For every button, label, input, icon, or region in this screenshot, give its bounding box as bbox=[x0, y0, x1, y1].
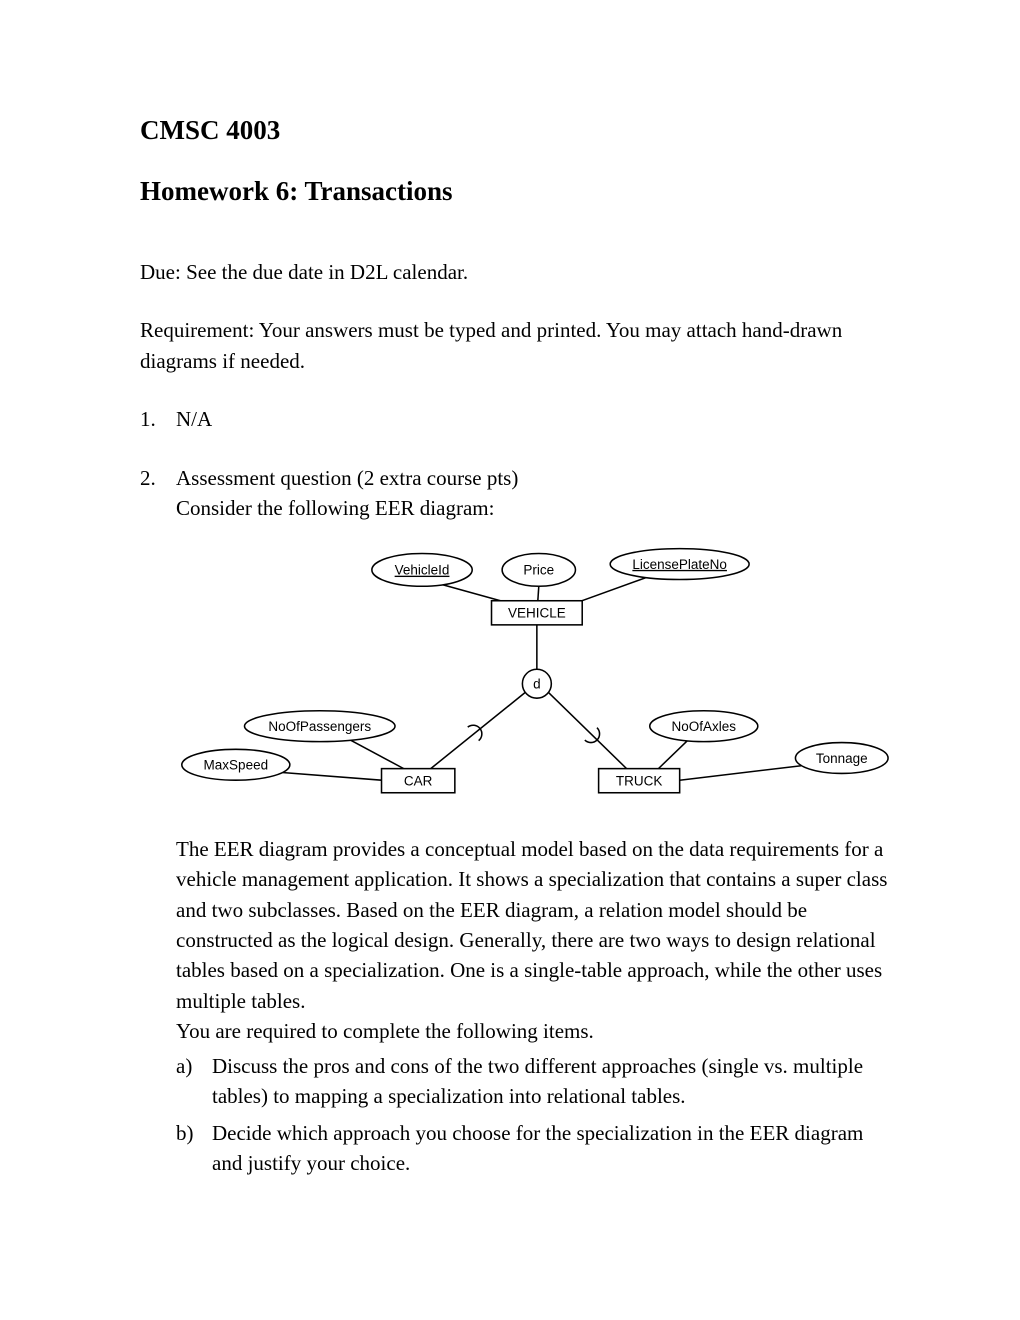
svg-text:VehicleId: VehicleId bbox=[395, 562, 450, 577]
due-line: Due: See the due date in D2L calendar. bbox=[140, 257, 890, 287]
q2-item-a: a) Discuss the pros and cons of the two … bbox=[176, 1051, 890, 1112]
svg-text:d: d bbox=[533, 676, 541, 691]
q2-lead: Assessment question (2 extra course pts) bbox=[176, 463, 890, 493]
q2-explain: The EER diagram provides a conceptual mo… bbox=[176, 834, 890, 1017]
svg-text:VEHICLE: VEHICLE bbox=[508, 605, 566, 620]
svg-text:Tonnage: Tonnage bbox=[816, 750, 868, 765]
q2-a-alpha: a) bbox=[176, 1051, 192, 1081]
homework-title: Homework 6: Transactions bbox=[140, 176, 890, 207]
q1-text: N/A bbox=[176, 407, 212, 431]
question-1: 1. N/A bbox=[140, 404, 890, 434]
svg-text:LicensePlateNo: LicensePlateNo bbox=[632, 557, 727, 572]
q2-number: 2. bbox=[140, 463, 156, 493]
q1-number: 1. bbox=[140, 404, 156, 434]
svg-text:TRUCK: TRUCK bbox=[616, 773, 663, 788]
requirement-line: Requirement: Your answers must be typed … bbox=[140, 315, 890, 376]
q2-instruct: You are required to complete the followi… bbox=[176, 1016, 890, 1046]
question-2: 2. Assessment question (2 extra course p… bbox=[140, 463, 890, 1179]
svg-text:Price: Price bbox=[523, 562, 554, 577]
svg-text:MaxSpeed: MaxSpeed bbox=[204, 757, 269, 772]
eer-diagram: VehicleId Price LicensePlateNo VEHICLE d NoOf… bbox=[176, 536, 890, 816]
course-code: CMSC 4003 bbox=[140, 115, 890, 146]
svg-text:NoOfPassengers: NoOfPassengers bbox=[268, 719, 371, 734]
q2-b-text: Decide which approach you choose for the… bbox=[212, 1121, 863, 1175]
q2-prompt: Consider the following EER diagram: bbox=[176, 493, 890, 523]
svg-text:NoOfAxles: NoOfAxles bbox=[672, 719, 737, 734]
q2-item-b: b) Decide which approach you choose for … bbox=[176, 1118, 890, 1179]
svg-text:CAR: CAR bbox=[404, 773, 433, 788]
q2-b-alpha: b) bbox=[176, 1118, 194, 1148]
q2-a-text: Discuss the pros and cons of the two dif… bbox=[212, 1054, 863, 1108]
